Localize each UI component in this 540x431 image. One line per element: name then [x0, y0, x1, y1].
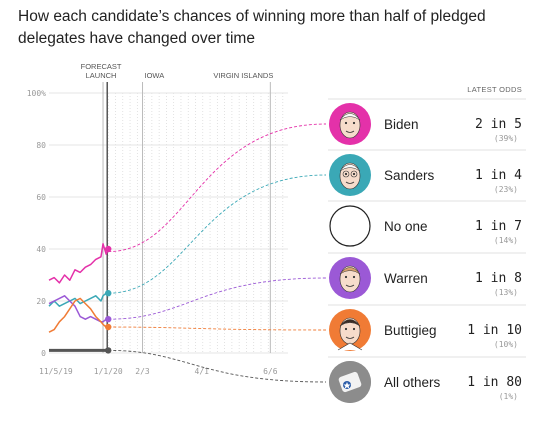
candidate-name: Warren [384, 271, 428, 286]
empty-circle-icon [329, 205, 371, 247]
candidate-name: Buttigieg [384, 323, 437, 338]
candidate-pct: (10%) [494, 340, 518, 349]
x-tick-label: 2/3 [135, 367, 150, 376]
virgin-islands-label: VIRGIN ISLANDS [213, 71, 273, 80]
candidate-name: No one [384, 219, 428, 234]
candidate-name: All others [384, 375, 441, 390]
series-end-point [105, 290, 112, 297]
candidate-odds: 1 in 8 [475, 271, 522, 286]
series-line-biden [48, 243, 109, 284]
candidate-pct: (23%) [494, 185, 518, 194]
latest-odds-header: LATEST ODDS [467, 85, 522, 94]
x-tick-label: 6/6 [263, 367, 278, 376]
projection-line-sanders [108, 174, 327, 294]
x-tick-label: 1/1/20 [94, 367, 123, 376]
buttigieg-avatar-icon [329, 309, 371, 351]
y-tick-label: 80 [36, 141, 46, 150]
candidate-odds: 1 in 4 [475, 168, 522, 183]
candidate-pct: (1%) [499, 392, 518, 401]
series-end-point [105, 347, 112, 354]
y-tick-label: 20 [36, 297, 46, 306]
candidate-name: Sanders [384, 168, 435, 183]
iowa-label: IOWA [145, 71, 165, 80]
candidate-name: Biden [384, 117, 419, 132]
candidate-pct: (14%) [494, 236, 518, 245]
series-line-warren [48, 295, 109, 323]
candidate-odds: 1 in 10 [467, 323, 522, 338]
chart-title: How each candidate’s chances of winning … [18, 8, 486, 47]
projection-line-buttigieg [108, 326, 327, 331]
series-end-point [105, 245, 112, 253]
candidate-pct: (13%) [494, 288, 518, 297]
biden-avatar-icon [329, 103, 371, 145]
projection-line-biden [108, 123, 327, 253]
series-line-sanders [48, 292, 109, 307]
y-tick-label: 100% [27, 89, 46, 98]
warren-avatar-icon [329, 257, 371, 299]
candidate-odds: 1 in 7 [475, 219, 522, 234]
all-others-avatar-icon [329, 361, 371, 403]
y-tick-label: 40 [36, 245, 46, 254]
candidate-pct: (39%) [494, 134, 518, 143]
forecast-launch-label: LAUNCH [86, 71, 117, 80]
series-line-buttigieg [48, 297, 109, 333]
y-tick-label: 60 [36, 193, 46, 202]
forecast-launch-label: FORECAST [81, 62, 122, 71]
projection-line-all-others [108, 349, 327, 383]
series-end-point [105, 323, 112, 331]
candidate-odds: 2 in 5 [475, 117, 522, 132]
series-end-point [105, 316, 112, 323]
x-tick-label: 11/5/19 [39, 367, 73, 376]
x-tick-label: 4/1 [195, 367, 210, 376]
sanders-avatar-icon [329, 154, 371, 196]
y-tick-label: 0 [41, 349, 46, 358]
candidate-odds: 1 in 80 [467, 375, 522, 390]
projection-line-warren [108, 277, 327, 320]
